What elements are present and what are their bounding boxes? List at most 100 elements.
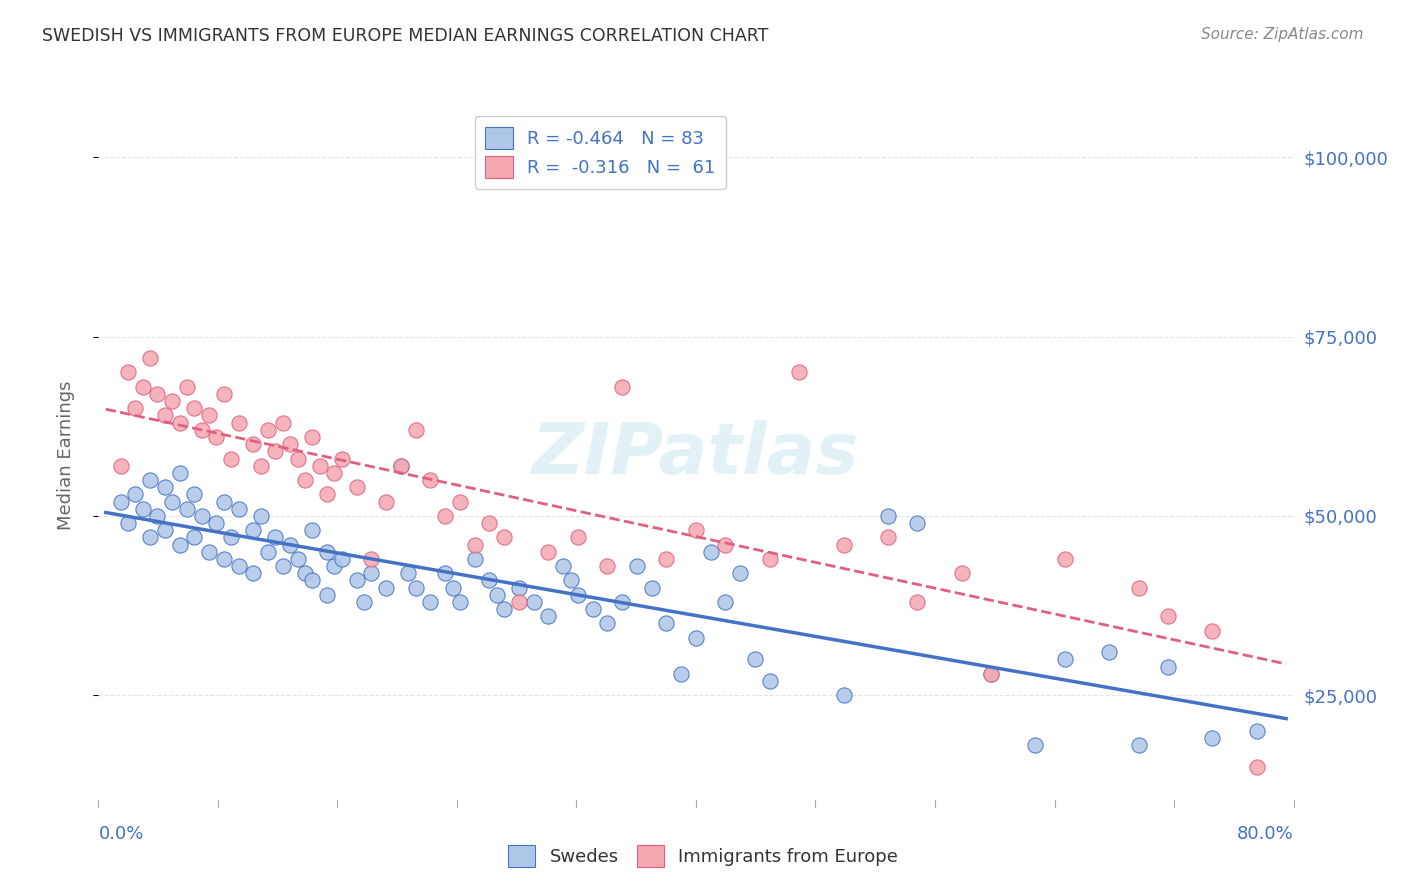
Point	[249, 458, 271, 473]
Point	[360, 552, 382, 566]
Point	[360, 566, 382, 581]
Point	[169, 538, 191, 552]
Point	[537, 609, 560, 624]
Point	[419, 473, 441, 487]
Point	[110, 458, 132, 473]
Point	[301, 430, 323, 444]
Point	[228, 501, 250, 516]
Point	[228, 559, 250, 574]
Point	[219, 530, 242, 544]
Point	[1024, 739, 1046, 753]
Point	[271, 559, 294, 574]
Point	[375, 494, 398, 508]
Point	[117, 516, 139, 530]
Point	[905, 595, 928, 609]
Point	[1128, 581, 1150, 595]
Point	[560, 574, 582, 588]
Point	[330, 451, 353, 466]
Point	[287, 451, 309, 466]
Point	[323, 466, 346, 480]
Point	[249, 508, 271, 523]
Point	[671, 666, 693, 681]
Point	[264, 444, 287, 458]
Point	[160, 394, 183, 409]
Point	[1157, 609, 1180, 624]
Point	[537, 545, 560, 559]
Point	[464, 552, 486, 566]
Point	[139, 351, 162, 365]
Point	[131, 501, 153, 516]
Point	[117, 366, 139, 380]
Point	[419, 595, 441, 609]
Point	[110, 494, 132, 508]
Text: 80.0%: 80.0%	[1237, 825, 1294, 843]
Point	[626, 559, 648, 574]
Point	[308, 458, 330, 473]
Point	[685, 523, 707, 537]
Point	[183, 530, 205, 544]
Point	[278, 538, 301, 552]
Point	[190, 423, 212, 437]
Point	[582, 602, 605, 616]
Point	[389, 458, 412, 473]
Point	[316, 487, 339, 501]
Legend: R = -0.464   N = 83, R =  -0.316   N =  61: R = -0.464 N = 83, R = -0.316 N = 61	[475, 116, 725, 189]
Text: Source: ZipAtlas.com: Source: ZipAtlas.com	[1201, 27, 1364, 42]
Point	[212, 387, 235, 401]
Point	[389, 458, 412, 473]
Point	[160, 494, 183, 508]
Point	[183, 487, 205, 501]
Point	[287, 552, 309, 566]
Point	[198, 409, 221, 423]
Point	[176, 501, 198, 516]
Point	[146, 508, 169, 523]
Point	[553, 559, 575, 574]
Point	[1246, 724, 1268, 739]
Point	[523, 595, 546, 609]
Point	[124, 401, 146, 416]
Point	[905, 516, 928, 530]
Y-axis label: Median Earnings: Median Earnings	[56, 380, 75, 530]
Point	[242, 437, 264, 451]
Point	[346, 574, 368, 588]
Point	[1201, 731, 1223, 746]
Point	[449, 494, 471, 508]
Point	[744, 652, 766, 666]
Point	[434, 508, 457, 523]
Point	[212, 552, 235, 566]
Point	[212, 494, 235, 508]
Point	[153, 480, 176, 494]
Point	[346, 480, 368, 494]
Point	[699, 545, 721, 559]
Point	[728, 566, 751, 581]
Point	[205, 430, 228, 444]
Point	[478, 574, 501, 588]
Point	[641, 581, 664, 595]
Point	[655, 552, 678, 566]
Point	[139, 530, 162, 544]
Point	[139, 473, 162, 487]
Point	[124, 487, 146, 501]
Text: ZIPatlas: ZIPatlas	[533, 420, 859, 490]
Point	[294, 566, 316, 581]
Point	[1053, 652, 1076, 666]
Point	[787, 366, 810, 380]
Point	[596, 559, 619, 574]
Point	[405, 423, 427, 437]
Point	[294, 473, 316, 487]
Point	[876, 508, 898, 523]
Point	[567, 530, 589, 544]
Point	[301, 574, 323, 588]
Point	[714, 595, 737, 609]
Point	[301, 523, 323, 537]
Point	[494, 530, 516, 544]
Point	[758, 552, 780, 566]
Point	[353, 595, 375, 609]
Point	[449, 595, 471, 609]
Point	[242, 523, 264, 537]
Point	[278, 437, 301, 451]
Point	[131, 380, 153, 394]
Point	[169, 416, 191, 430]
Point	[257, 423, 280, 437]
Point	[330, 552, 353, 566]
